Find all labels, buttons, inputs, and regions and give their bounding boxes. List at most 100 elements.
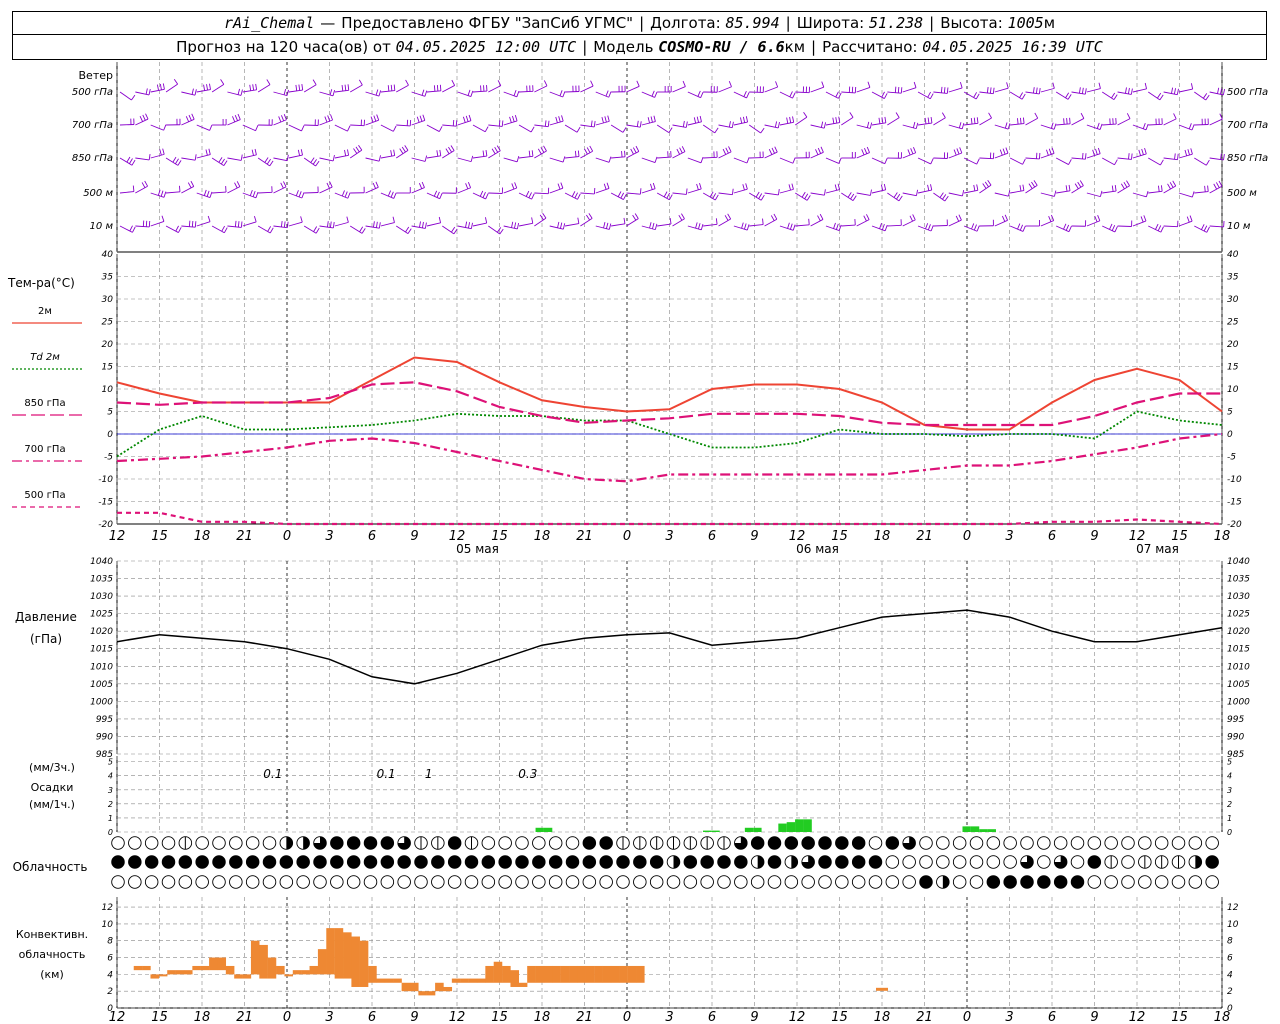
wind-barb-feather	[1114, 185, 1117, 192]
precip-tick-left: 2	[108, 800, 113, 809]
conv-bar	[502, 965, 511, 983]
wind-barb	[181, 157, 196, 161]
wind-barb	[334, 154, 349, 159]
precip-total-label: 1	[425, 767, 433, 781]
cloud-symbol	[195, 875, 209, 889]
wind-barb-feather	[332, 154, 335, 162]
press-tick-left: 1035	[90, 575, 113, 585]
wind-barb	[979, 184, 992, 194]
wind-barb	[825, 189, 840, 194]
wind-barb-feather	[513, 89, 517, 96]
wind-barb-feather	[1022, 225, 1026, 232]
wind-barb-feather	[499, 228, 504, 235]
cloud-symbol	[161, 836, 176, 850]
lat-label: Широта:	[796, 14, 865, 32]
cloud-fill	[818, 836, 832, 850]
conv-bar	[167, 970, 176, 975]
wind-barb-feather	[269, 160, 274, 167]
wind-barb	[181, 91, 196, 96]
temp-tick-right: 30	[1227, 295, 1239, 305]
wind-barb-feather	[603, 183, 607, 190]
station-name: rAi_Chemal	[223, 14, 315, 32]
wind-barb-feather	[907, 149, 911, 156]
cloud-symbol	[1003, 855, 1017, 869]
wind-barb-feather	[438, 126, 443, 132]
cloud-fill	[1037, 875, 1051, 889]
wind-barb-feather	[930, 158, 934, 165]
wind-barb-feather	[639, 188, 642, 195]
wind-barb-feather	[958, 214, 962, 221]
temp-legend-label: 2м	[38, 306, 52, 317]
wind-barb-feather	[699, 115, 702, 122]
wind-barb	[150, 221, 165, 227]
press-tick-left: 1020	[90, 627, 113, 637]
wind-barb-feather	[185, 116, 190, 122]
wind-barb-feather	[390, 84, 393, 91]
wind-barb-feather	[203, 189, 207, 196]
wind-barb-feather	[1128, 153, 1130, 160]
wind-barb	[1025, 117, 1038, 126]
temp-tick-right: -20	[1227, 520, 1242, 530]
wind-barb-feather	[465, 221, 468, 228]
wind-barb-feather	[1097, 147, 1101, 154]
wind-barb-feather	[455, 120, 458, 127]
wind-barb	[150, 153, 165, 159]
cloud-symbol	[397, 875, 411, 889]
wind-barb-feather	[1145, 190, 1149, 197]
wind-barb-feather	[1125, 87, 1127, 94]
wind-barb-feather	[832, 117, 835, 124]
hour-tick-label: 21	[236, 529, 253, 544]
wind-barb-feather	[808, 218, 810, 225]
wind-barb-feather	[940, 86, 943, 93]
cloud-symbol	[1053, 836, 1068, 850]
press-tick-right: 1005	[1227, 680, 1250, 690]
wind-barb-feather	[976, 117, 979, 124]
wind-barb-feather	[833, 222, 836, 229]
wind-barb	[1101, 91, 1115, 101]
wind-barb-feather	[232, 116, 236, 123]
wind-barb	[396, 225, 409, 235]
cloud-symbol	[229, 875, 243, 889]
wind-barb-feather	[329, 89, 333, 96]
cloud-symbol	[952, 836, 967, 850]
wind-barb-feather	[881, 91, 885, 98]
wind-barb-feather	[298, 84, 301, 91]
wind-barb	[150, 192, 165, 198]
wind-barb-feather	[159, 149, 162, 156]
wind-barb	[196, 221, 211, 227]
wind-barb-feather	[237, 221, 240, 228]
wind-barb-feather	[1069, 117, 1071, 124]
cloud-symbol	[969, 875, 984, 889]
wind-barb-feather	[867, 81, 871, 88]
wind-barb-feather	[636, 80, 640, 87]
conv-bar	[468, 978, 478, 983]
wind-barb	[1071, 118, 1085, 126]
wind-barb	[549, 225, 564, 230]
wind-barb-feather	[344, 84, 347, 91]
wind-barb-feather	[557, 183, 561, 190]
wind-barb-feather	[880, 184, 884, 191]
wind-barb-feather	[608, 223, 612, 230]
cloud-half	[791, 855, 798, 869]
wind-barb-feather	[178, 227, 182, 233]
cloud-symbol	[1188, 875, 1203, 889]
hour-tick-label: 9	[1090, 529, 1098, 544]
wind-barb-feather	[973, 184, 976, 191]
alt-value: 1005	[1007, 14, 1044, 32]
conv-bar	[577, 965, 586, 983]
cloud-symbol	[565, 836, 580, 850]
hour-tick-label: 18	[1214, 529, 1231, 544]
wind-barb-feather	[898, 195, 903, 202]
wind-barb	[365, 91, 380, 97]
wind-barb-feather	[746, 157, 750, 164]
conv-tick-right: 4	[1227, 970, 1233, 980]
cloud-half	[942, 875, 950, 889]
cloud-fill	[751, 836, 764, 850]
press-tick-left: 1025	[90, 610, 113, 620]
wind-barb-feather	[174, 158, 179, 165]
wind-barb	[1009, 225, 1024, 232]
wind-barb	[994, 219, 1008, 227]
hour-tick-label: 0	[963, 1010, 971, 1024]
wind-barb-feather	[943, 87, 946, 94]
cloud-symbol	[919, 836, 933, 850]
